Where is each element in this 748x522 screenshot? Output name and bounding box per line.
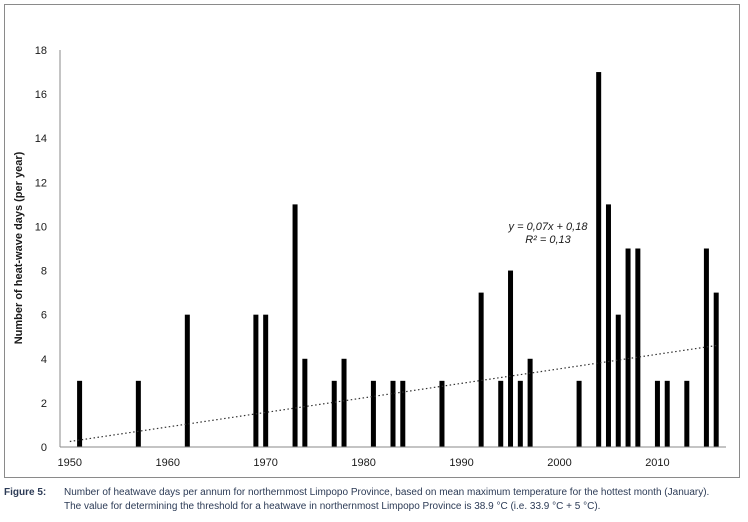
bar <box>684 380 690 447</box>
y-tick-label: 18 <box>35 45 47 57</box>
y-tick-label: 8 <box>41 266 47 278</box>
bar <box>625 248 631 447</box>
trendline-equation: y = 0,07x + 0,18 <box>508 221 589 233</box>
bar <box>77 380 83 447</box>
bar <box>703 248 709 447</box>
x-tick-label: 1990 <box>449 457 473 469</box>
y-tick-label: 10 <box>35 221 47 233</box>
bar <box>302 358 308 447</box>
bar <box>292 204 298 447</box>
y-tick-label: 6 <box>41 310 47 322</box>
y-tick-label: 2 <box>41 398 47 410</box>
bar <box>508 270 514 447</box>
y-axis-ticks: 0 2 4 6 8 10 12 14 16 18 <box>35 45 47 454</box>
bar <box>527 358 533 447</box>
y-tick-label: 12 <box>35 177 47 189</box>
bars <box>77 72 719 448</box>
bar <box>263 314 269 447</box>
bar <box>576 380 582 447</box>
bar <box>400 380 406 447</box>
bar <box>135 380 141 447</box>
x-tick-label: 1950 <box>58 457 82 469</box>
y-axis-label: Number of heat-wave days (per year) <box>13 151 25 344</box>
bar <box>635 248 641 447</box>
bar <box>341 358 347 447</box>
bar <box>605 204 611 447</box>
bar <box>370 380 376 447</box>
bar <box>615 314 621 447</box>
x-tick-label: 2010 <box>645 457 669 469</box>
bar <box>390 380 396 447</box>
heatwave-bar-chart: 0 2 4 6 8 10 12 14 16 18 1950 1960 1970 1980 1990 2000… <box>13 45 726 469</box>
x-tick-label: 1960 <box>155 457 179 469</box>
y-tick-label: 0 <box>41 442 47 454</box>
y-tick-label: 14 <box>35 133 47 145</box>
caption-line-2: The value for determining the threshold … <box>64 501 601 512</box>
bar <box>498 380 504 447</box>
bar <box>478 292 484 447</box>
caption-line-1: Number of heatwave days per annum for no… <box>64 487 710 498</box>
caption-label: Figure 5: <box>4 487 47 498</box>
x-tick-label: 1970 <box>253 457 277 469</box>
bar <box>713 292 719 447</box>
y-tick-label: 4 <box>41 354 47 366</box>
trendline-r-squared: R² = 0,13 <box>525 234 571 246</box>
bar <box>654 380 660 447</box>
x-tick-label: 1980 <box>351 457 375 469</box>
bar <box>439 380 445 447</box>
bar <box>253 314 259 447</box>
bar <box>517 380 523 447</box>
trendline <box>69 344 717 443</box>
bar <box>184 314 190 447</box>
bar <box>331 380 337 447</box>
x-axis-ticks: 1950 1960 1970 1980 1990 2000 2010 <box>58 457 670 469</box>
bar <box>664 380 670 447</box>
bar <box>596 72 602 448</box>
x-tick-label: 2000 <box>547 457 571 469</box>
y-tick-label: 16 <box>35 89 47 101</box>
